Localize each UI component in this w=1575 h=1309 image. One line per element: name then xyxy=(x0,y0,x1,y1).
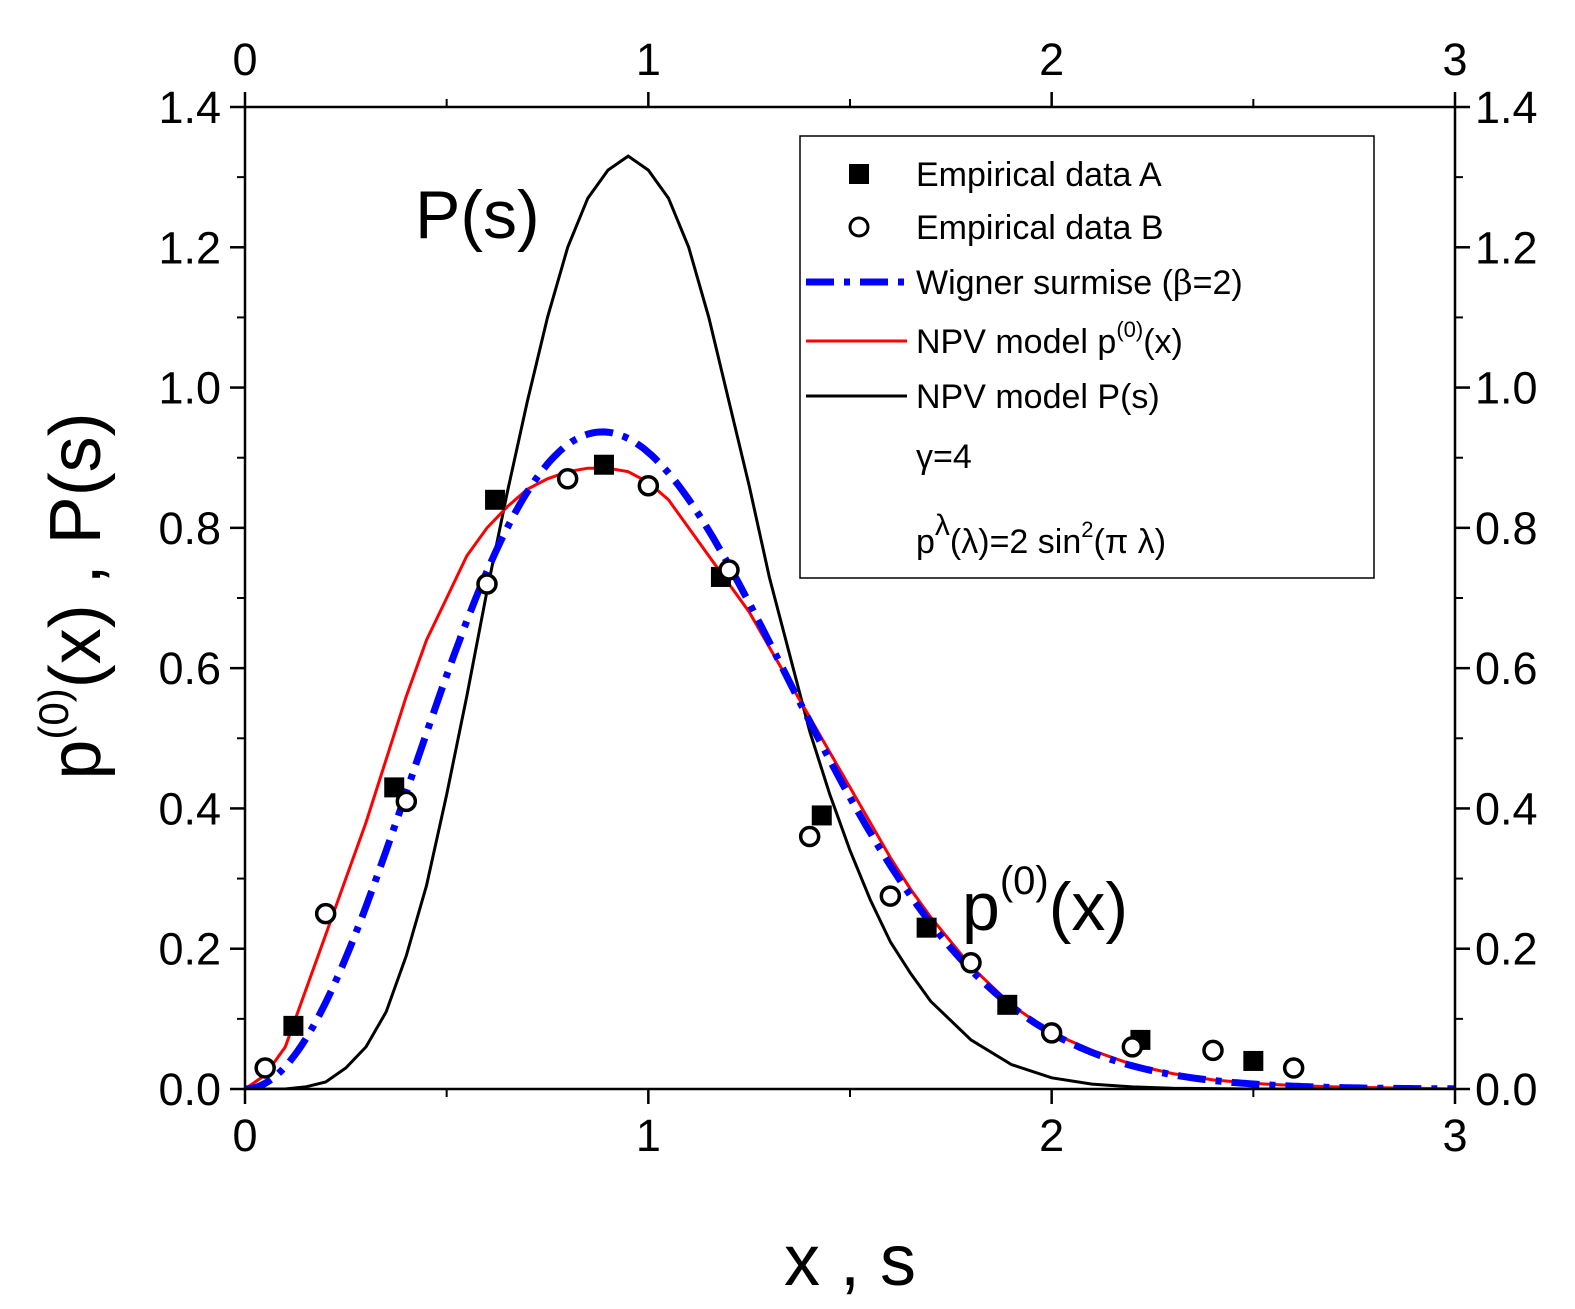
x-tick-label-bottom: 3 xyxy=(1442,1110,1467,1161)
y-tick-label-left: 1.2 xyxy=(158,222,221,273)
y-axis-title: p(0)(x) , P(s) xyxy=(30,412,116,779)
data-point-a xyxy=(997,994,1018,1015)
legend-npv-p0-main: NPV model p xyxy=(916,323,1116,361)
legend-label-npv-p0: NPV model p(0)(x) xyxy=(916,317,1183,361)
series-line-npv-ps xyxy=(245,154,1455,1089)
legend-p-tail: (π λ) xyxy=(1094,523,1167,561)
legend-swatch-empirical-a xyxy=(849,164,869,184)
series-line-wigner xyxy=(245,428,1455,1089)
legend-box xyxy=(799,135,1375,579)
y-tick-label-left: 1.0 xyxy=(158,363,221,414)
annotation-px: p(0)(x) xyxy=(962,859,1128,945)
data-point-a xyxy=(916,917,937,938)
x-tick-label-top: 3 xyxy=(1442,34,1467,85)
annotation-px-sup: (0) xyxy=(1000,859,1049,903)
y-tick-label-left: 0.4 xyxy=(158,783,221,834)
x-axis-title: x , s xyxy=(784,1221,916,1301)
legend: Empirical data A Empirical data B Wigner… xyxy=(799,135,1375,579)
x-tick-label-bottom: 0 xyxy=(232,1110,257,1161)
y-tick-label-right: 1.2 xyxy=(1475,222,1538,273)
plot-markers xyxy=(254,454,1305,1079)
legend-p-lambda: pλ(λ)=2 sin2(π λ) xyxy=(916,509,1166,561)
axis-ticks xyxy=(230,92,1470,1104)
y-tick-label-right: 1.0 xyxy=(1475,363,1538,414)
annotation-ps: P(s) xyxy=(415,177,540,253)
data-point-a xyxy=(1243,1050,1264,1071)
legend-wigner-main: Wigner surmise ( xyxy=(916,264,1174,302)
data-point-b xyxy=(1282,1057,1305,1079)
legend-p-base: p xyxy=(916,523,935,561)
legend-p-sup: λ xyxy=(935,509,950,542)
data-point-b xyxy=(960,951,982,974)
y-tick-label-right: 0.6 xyxy=(1475,643,1538,694)
data-point-b xyxy=(254,1057,276,1079)
data-point-a xyxy=(384,777,405,798)
legend-p-sq: 2 xyxy=(1081,517,1093,542)
legend-wigner-tail: =2) xyxy=(1193,264,1243,302)
data-point-b xyxy=(314,902,337,925)
y-tick-label-left: 1.4 xyxy=(158,82,221,133)
legend-swatch-empirical-b xyxy=(848,216,870,238)
data-point-b xyxy=(879,885,902,907)
annotation-px-tail: (x) xyxy=(1049,869,1128,945)
y-tick-label-right: 0.4 xyxy=(1475,783,1538,834)
annotation-px-main: p xyxy=(962,869,1000,945)
data-point-a xyxy=(593,454,614,475)
data-point-b xyxy=(1040,1022,1063,1044)
y-axis-title-rest: (x) , P(s) xyxy=(36,412,116,688)
y-axis-title-main: p xyxy=(36,740,116,780)
legend-label-empirical-b: Empirical data B xyxy=(916,209,1164,247)
legend-label-empirical-a: Empirical data A xyxy=(916,156,1162,194)
x-tick-label-top: 1 xyxy=(636,34,661,85)
legend-label-npv-ps: NPV model P(s) xyxy=(916,378,1160,416)
data-point-b xyxy=(1121,1036,1144,1058)
legend-p-paren: (λ)=2 sin xyxy=(950,523,1081,561)
y-tick-label-right: 0.8 xyxy=(1475,503,1538,554)
data-point-b xyxy=(718,559,740,581)
legend-wigner-beta: β xyxy=(1173,263,1193,303)
legend-npv-p0-sup: (0) xyxy=(1116,317,1143,342)
legend-label-wigner: Wigner surmise (β=2) xyxy=(916,263,1243,303)
legend-gamma: γ=4 xyxy=(916,438,972,476)
y-tick-label-left: 0.0 xyxy=(158,1064,221,1115)
x-tick-label-top: 2 xyxy=(1039,34,1064,85)
data-point-b xyxy=(476,573,498,595)
y-tick-label-left: 0.8 xyxy=(158,503,221,554)
x-tick-label-bottom: 2 xyxy=(1039,1110,1064,1161)
svg-text:p(0)(x) , P(s): p(0)(x) , P(s) xyxy=(30,412,116,779)
data-point-b xyxy=(637,475,660,497)
data-point-b xyxy=(395,790,418,813)
x-tick-label-top: 0 xyxy=(232,34,257,85)
x-tick-label-bottom: 1 xyxy=(636,1110,661,1161)
data-point-a xyxy=(283,1015,304,1036)
y-tick-label-right: 1.4 xyxy=(1475,82,1538,133)
y-tick-label-left: 0.6 xyxy=(158,643,221,694)
y-tick-label-right: 0.0 xyxy=(1475,1064,1538,1115)
data-point-b xyxy=(798,825,821,848)
y-tick-label-right: 0.2 xyxy=(1475,924,1538,975)
y-tick-label-left: 0.2 xyxy=(158,924,221,975)
data-point-b xyxy=(1202,1039,1224,1062)
legend-npv-p0-tail: (x) xyxy=(1143,323,1183,361)
data-point-a xyxy=(811,805,832,826)
y-axis-title-sup: (0) xyxy=(30,688,77,739)
data-point-a xyxy=(485,489,506,510)
data-point-b xyxy=(556,468,579,490)
